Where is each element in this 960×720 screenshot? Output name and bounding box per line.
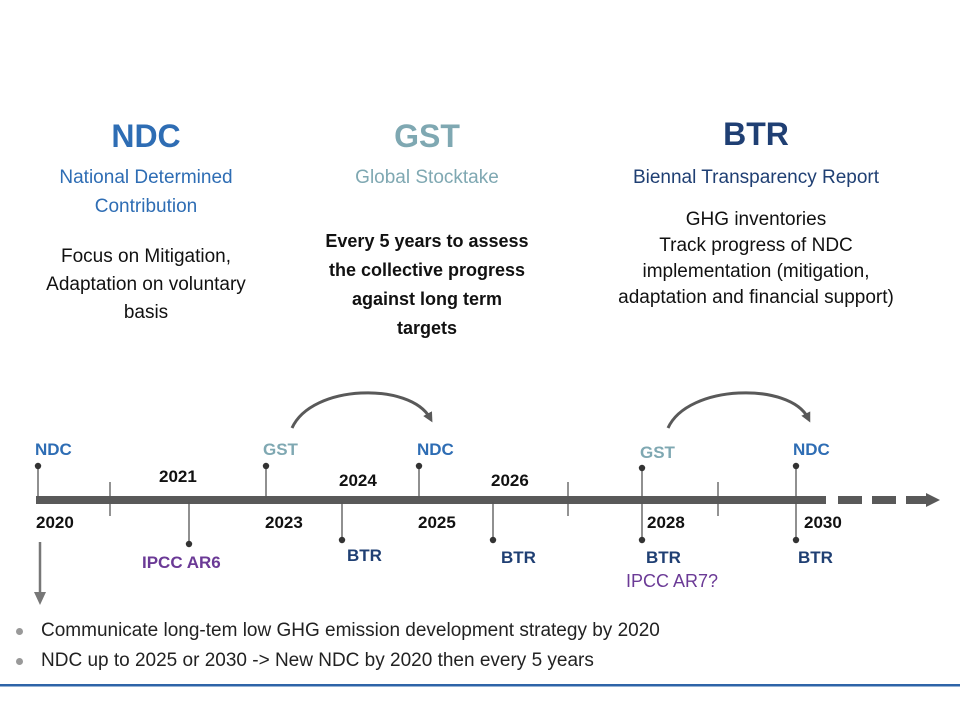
timeline-dash-1 (838, 496, 862, 504)
down-arrow-2020-head (34, 592, 46, 605)
label-btr-2026: BTR (501, 548, 536, 567)
year-2021: 2021 (159, 467, 197, 486)
btr-subtitle: Biennal Transparency Report (632, 167, 880, 188)
timeline-arrowhead (926, 493, 940, 507)
gst-column: GST Global Stocktake Every 5 years to as… (296, 118, 558, 343)
gst-subtitle: Global Stocktake (355, 167, 499, 188)
gst-desc-line2: the collective progress (328, 260, 526, 280)
pin-ndc-2020-dot (34, 462, 42, 470)
gst-acronym: GST (394, 118, 460, 154)
btr-desc-line2: Track progress of NDC (659, 235, 853, 256)
bottom-rule (0, 684, 960, 687)
label-ipcc-ar6: IPCC AR6 (142, 553, 221, 572)
curved-arrow-gst-to-ndc-2030 (666, 391, 811, 429)
bullet-dot-icon (16, 627, 23, 635)
pin-btr-2030-dot (792, 536, 800, 544)
label-btr-2028: BTR (646, 548, 681, 567)
timeline-dash-3 (906, 496, 928, 504)
ndc-desc-line3: basis (123, 302, 169, 323)
pin-ndc-2030-dot (792, 462, 800, 470)
ndc-column: NDC National Determined Contribution Foc… (20, 118, 272, 327)
pin-ipcc-ar6-dot (185, 540, 193, 548)
bullet-text: Communicate long-tem low GHG emission de… (41, 620, 660, 641)
label-ndc-2025: NDC (417, 440, 454, 459)
ndc-desc-line2: Adaptation on voluntary (46, 274, 246, 295)
gst-desc-line1: Every 5 years to assess (325, 231, 529, 251)
year-2025: 2025 (418, 513, 456, 532)
ndc-subtitle-line2: Contribution (94, 196, 198, 217)
year-2030: 2030 (804, 513, 842, 532)
list-item: Communicate long-tem low GHG emission de… (14, 616, 660, 646)
btr-column: BTR Biennal Transparency Report GHG inve… (576, 116, 936, 311)
year-2023: 2023 (265, 513, 303, 532)
label-ndc-2020: NDC (35, 440, 72, 459)
year-2028: 2028 (647, 513, 685, 532)
label-btr-2024: BTR (347, 546, 382, 565)
ndc-desc-line1: Focus on Mitigation, (60, 246, 232, 267)
pin-btr-2024-dot (338, 536, 346, 544)
label-ndc-2030: NDC (793, 440, 830, 459)
timeline-axis (36, 496, 826, 504)
btr-desc-line1: GHG inventories (685, 209, 827, 230)
label-btr-2030: BTR (798, 548, 833, 567)
gst-desc-line4: targets (396, 318, 458, 338)
timeline-dash-2 (872, 496, 896, 504)
bullet-text: NDC up to 2025 or 2030 -> New NDC by 202… (41, 650, 594, 671)
pin-ndc-2025-dot (415, 462, 423, 470)
curved-arrow-gst-to-ndc-2025 (290, 391, 433, 429)
list-item: NDC up to 2025 or 2030 -> New NDC by 202… (14, 646, 660, 676)
label-gst-2023: GST (263, 440, 298, 459)
ndc-acronym: NDC (111, 118, 181, 154)
bullet-list: Communicate long-tem low GHG emission de… (14, 616, 660, 676)
pin-gst-2023-dot (262, 462, 270, 470)
bullet-dot-icon (16, 657, 23, 665)
year-2026: 2026 (491, 471, 529, 490)
btr-desc-line4: adaptation and financial support) (618, 287, 894, 308)
label-ipcc-ar7: IPCC AR7? (626, 571, 719, 591)
year-2024: 2024 (339, 471, 377, 490)
gst-desc-line3: against long term (351, 289, 503, 309)
pin-gst-2028-dot (638, 464, 646, 472)
year-2020: 2020 (36, 513, 74, 532)
pin-btr-2028-dot (638, 536, 646, 544)
label-gst-2028: GST (640, 443, 675, 462)
ndc-subtitle-line1: National Determined (59, 167, 233, 188)
btr-desc-line3: implementation (mitigation, (642, 261, 870, 282)
btr-acronym: BTR (723, 116, 789, 152)
pin-btr-2026-dot (489, 536, 497, 544)
